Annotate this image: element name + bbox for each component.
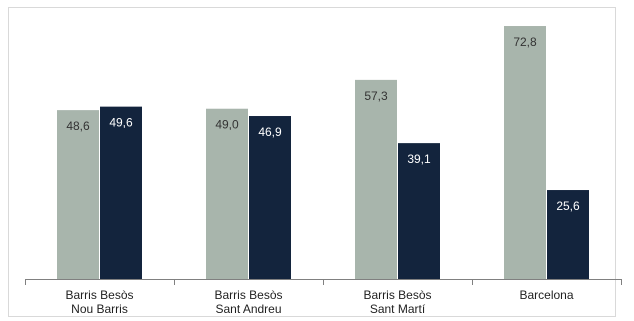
category-label: Nou Barris — [71, 302, 128, 316]
bar-series-2 — [249, 116, 291, 280]
x-ticks-group — [25, 279, 622, 285]
data-label: 48,6 — [66, 119, 90, 133]
data-label: 39,1 — [407, 152, 431, 166]
bar-series-2 — [547, 190, 589, 279]
bars-group — [57, 26, 589, 280]
category-label: Barris Besòs — [363, 288, 431, 302]
category-label: Barris Besòs — [214, 288, 282, 302]
chart-frame — [8, 7, 616, 317]
data-label: 57,3 — [364, 89, 388, 103]
bar-series-1 — [206, 108, 248, 279]
bar-series-1 — [504, 26, 546, 279]
data-label: 72,8 — [513, 35, 537, 49]
bar-series-1 — [57, 110, 99, 280]
value-labels-group: 48,6 49,6 49,0 46,9 57,3 39,1 72,8 25,6 — [66, 35, 580, 213]
bar-series-1 — [355, 79, 397, 279]
category-label: Sant Andreu — [215, 302, 281, 316]
data-label: 46,9 — [258, 125, 282, 139]
data-label: 49,0 — [215, 118, 239, 132]
data-label: 49,6 — [109, 116, 133, 130]
category-label: Barris Besòs — [65, 288, 133, 302]
category-label: Barcelona — [519, 288, 573, 302]
bar-series-2 — [100, 106, 142, 279]
category-label: Sant Martí — [370, 302, 426, 316]
data-label: 25,6 — [556, 199, 580, 213]
bar-series-2 — [398, 143, 440, 279]
